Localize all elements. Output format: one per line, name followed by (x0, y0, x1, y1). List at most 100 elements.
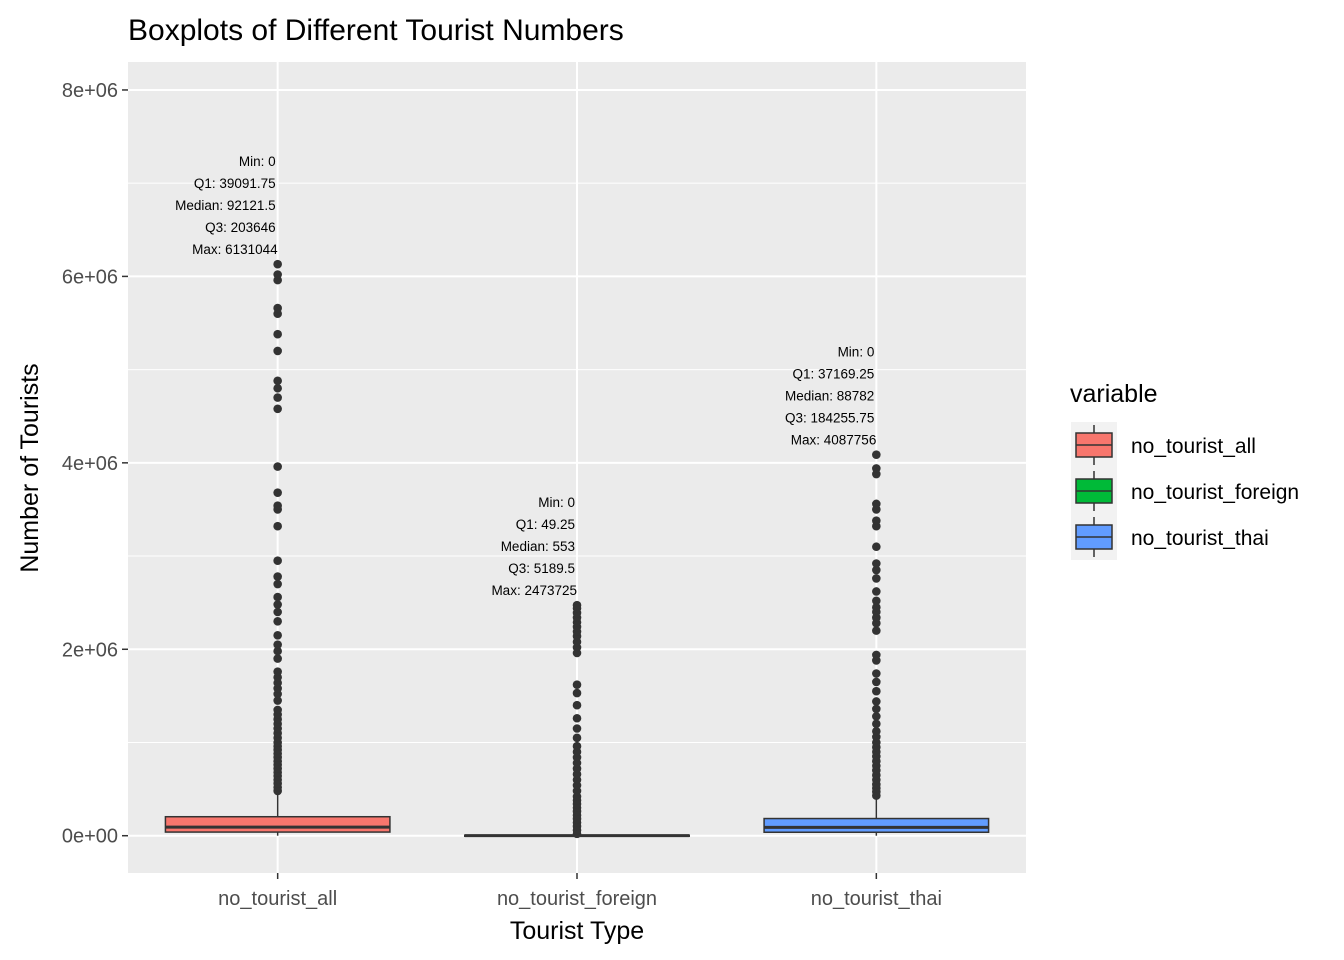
boxplot-no_tourist_foreign (464, 600, 690, 839)
outlier-point (273, 376, 282, 386)
annotation-line: Q1: 37169.25 (793, 367, 875, 382)
outlier-point (273, 393, 282, 402)
outlier-point (273, 462, 282, 471)
x-tick-label: no_tourist_all (218, 888, 337, 910)
outlier-point (273, 667, 282, 676)
annotation-line: Median: 92121.5 (175, 198, 276, 213)
chart-title: Boxplots of Different Tourist Numbers (128, 14, 624, 47)
outlier-point (872, 712, 881, 721)
outlier-point (273, 640, 282, 649)
outlier-point (273, 501, 282, 511)
boxplots (164, 259, 990, 839)
annotation-line: Q3: 203646 (205, 220, 276, 235)
outlier-point (872, 574, 881, 583)
outlier-point (572, 724, 582, 733)
outlier-point (572, 733, 582, 743)
outlier-point (872, 727, 881, 736)
y-tick-label: 6e+06 (62, 266, 118, 288)
annotation-line: Q3: 184255.75 (785, 411, 874, 426)
outlier-point (273, 270, 282, 279)
box-iqr (763, 817, 990, 833)
annotation-line: Min: 0 (838, 345, 875, 360)
annotation-line: Min: 0 (538, 495, 575, 510)
legend-label: no_tourist_foreign (1131, 481, 1299, 504)
legend: variable no_tourist_all no_tourist_foreig… (1070, 380, 1299, 560)
outlier-point (273, 572, 282, 581)
outlier-point (872, 587, 881, 596)
outlier-point (872, 686, 881, 696)
outlier-point (273, 488, 282, 497)
annotation-line: Q1: 49.25 (516, 517, 575, 532)
outlier-point (872, 719, 881, 729)
y-axis: 0e+00 2e+06 4e+06 6e+06 8e+06 (62, 80, 128, 848)
outlier-point (273, 646, 282, 656)
outlier-point (273, 521, 282, 531)
outlier-point (273, 696, 282, 705)
outlier-point (872, 626, 881, 635)
outlier-point (872, 565, 881, 575)
box-iqr (164, 815, 391, 833)
outlier-point (273, 383, 282, 393)
outlier-point (273, 592, 282, 602)
y-tick-label: 8e+06 (62, 80, 118, 102)
y-tick-label: 2e+06 (62, 639, 118, 661)
outlier-point (572, 713, 582, 723)
annotation-line: Median: 88782 (785, 389, 874, 404)
outlier-point (872, 650, 881, 660)
legend-title: variable (1070, 380, 1158, 408)
outlier-point (273, 654, 282, 663)
outlier-point (273, 617, 282, 626)
outlier-point (872, 559, 881, 568)
annotation-line: Max: 2473725 (491, 583, 577, 598)
outlier-point (273, 579, 282, 589)
outlier-point (273, 346, 282, 356)
legend-key-no_tourist_foreign (1075, 471, 1113, 511)
annotation-line: Median: 553 (501, 539, 575, 554)
outlier-point (872, 464, 881, 473)
outlier-point (872, 697, 881, 706)
outlier-point (273, 329, 282, 339)
legend-key-no_tourist_thai (1075, 517, 1113, 557)
summary-annotations: Min: 0 Q1: 39091.75 Median: 92121.5 Q3: 203… (175, 154, 876, 598)
legend-label: no_tourist_thai (1131, 527, 1269, 550)
outlier-point (572, 741, 582, 751)
outlier-point (872, 542, 881, 552)
outlier-point (273, 630, 282, 640)
legend-key-no_tourist_all (1075, 425, 1113, 465)
outlier-point (572, 688, 582, 698)
outlier-point (273, 404, 282, 414)
outlier-point (273, 600, 282, 609)
annotation-line: Max: 6131044 (192, 242, 278, 257)
y-tick-label: 0e+00 (62, 826, 118, 848)
outlier-point (872, 450, 881, 459)
annotation-line: Q3: 5189.5 (508, 561, 575, 576)
x-axis-title: Tourist Type (510, 917, 644, 945)
boxplot-no_tourist_all (164, 259, 391, 836)
outlier-point (872, 677, 881, 687)
outlier-point (872, 516, 881, 525)
outlier-point (273, 259, 282, 269)
outlier-point (273, 705, 282, 715)
outlier-point (872, 669, 881, 678)
x-axis: no_tourist_all no_tourist_foreign no_touri… (218, 873, 942, 910)
outlier-point (872, 704, 881, 714)
annotation-line: Min: 0 (239, 154, 276, 169)
annotation-line: Max: 4087756 (791, 433, 877, 448)
outlier-point (273, 303, 282, 313)
boxplot-no_tourist_thai (763, 450, 990, 836)
y-axis-title: Number of Tourists (16, 363, 44, 572)
legend-label: no_tourist_all (1131, 435, 1256, 458)
x-tick-label: no_tourist_foreign (497, 888, 657, 910)
annotation-line: Q1: 39091.75 (194, 176, 276, 191)
outlier-point (872, 596, 881, 606)
outlier-point (273, 607, 282, 617)
outlier-point (872, 603, 881, 612)
outlier-point (872, 499, 881, 509)
x-tick-label: no_tourist_thai (811, 888, 942, 910)
y-tick-label: 4e+06 (62, 453, 118, 475)
outlier-point (572, 700, 582, 710)
outlier-point (273, 556, 282, 566)
outlier-point (572, 600, 582, 610)
outlier-point (572, 680, 582, 689)
